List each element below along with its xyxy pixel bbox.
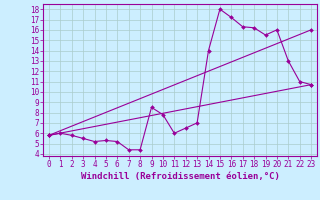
X-axis label: Windchill (Refroidissement éolien,°C): Windchill (Refroidissement éolien,°C)	[81, 172, 279, 181]
